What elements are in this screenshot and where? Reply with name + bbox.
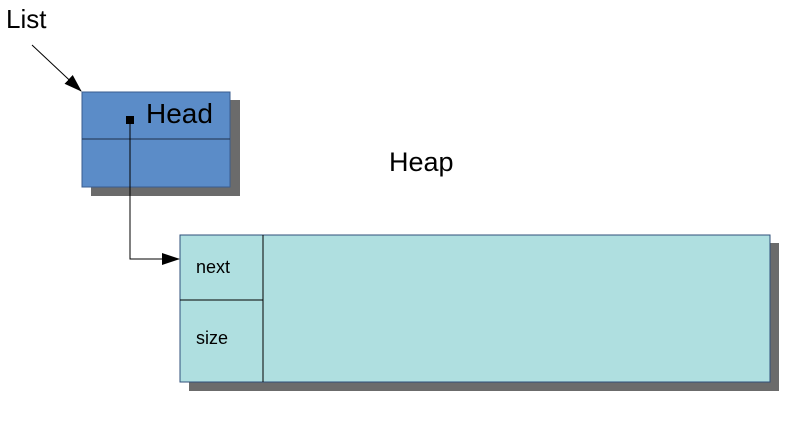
size-field-label: size [196, 328, 229, 348]
heap-label: Heap [389, 147, 454, 177]
head-label: Head [146, 98, 213, 129]
heap-block [179, 234, 771, 383]
next-field-label: next [196, 257, 231, 277]
list-label: List [6, 4, 47, 34]
list-pointer-arrow [31, 44, 82, 92]
head-to-heap-arrow [129, 120, 180, 265]
